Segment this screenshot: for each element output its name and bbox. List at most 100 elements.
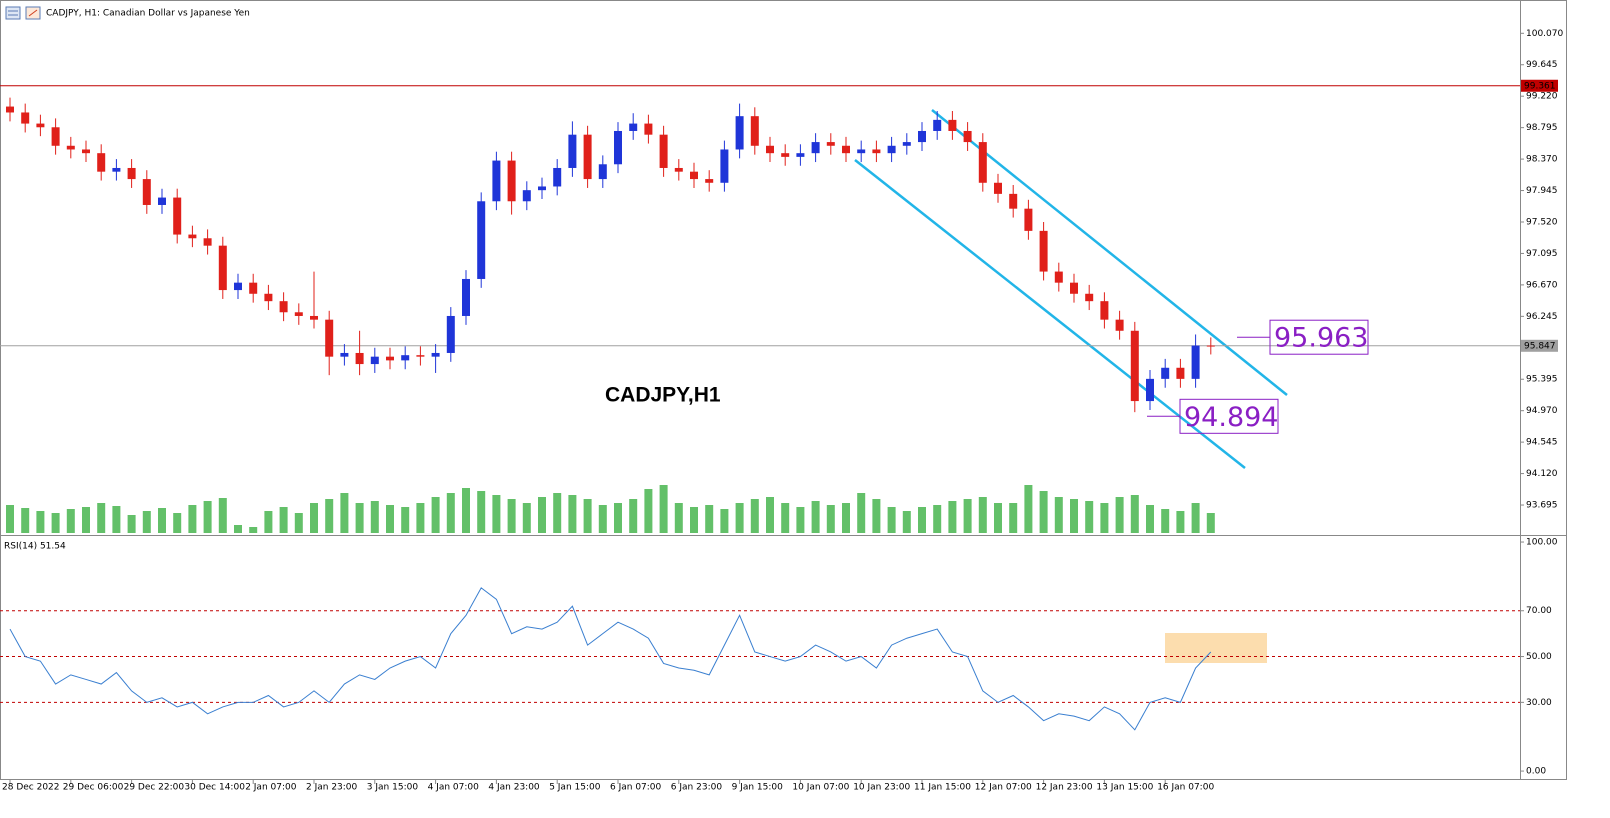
volume-bar xyxy=(705,505,714,533)
candle-body xyxy=(1146,378,1154,402)
x-tick-label: 30 Dec 14:00 xyxy=(184,783,245,793)
volume-bar xyxy=(1054,497,1063,533)
annotation-box xyxy=(1269,319,1369,355)
volume-bar xyxy=(887,507,896,533)
volume-bar xyxy=(51,513,60,533)
y-tick-label: 93.695 xyxy=(1526,501,1558,511)
y-tick-label: 94.970 xyxy=(1526,406,1558,416)
volume-bar xyxy=(735,503,744,533)
candle-body xyxy=(36,123,45,128)
candle-body xyxy=(127,167,136,180)
candle-body xyxy=(507,160,516,202)
candle-body xyxy=(112,167,121,172)
candle-body xyxy=(705,179,714,183)
x-tick-label: 29 Dec 22:00 xyxy=(124,783,185,793)
volume-bar xyxy=(796,507,805,533)
volume-bar xyxy=(142,511,151,533)
volume-bar xyxy=(492,495,501,533)
candle-body xyxy=(173,197,182,235)
candle-body xyxy=(963,130,972,143)
volume-bar xyxy=(294,513,303,533)
candle-body xyxy=(918,130,926,143)
volume-bar xyxy=(553,493,562,533)
y-tick-label: 100.070 xyxy=(1526,29,1563,39)
annotation-label: 94.894 xyxy=(1184,402,1278,433)
candle-body xyxy=(766,145,774,154)
volume-bar xyxy=(66,509,75,533)
volume-bar xyxy=(97,503,106,533)
candle-body xyxy=(902,142,911,146)
rsi-tick-label: 30.00 xyxy=(1526,698,1552,708)
candle-body xyxy=(218,245,227,291)
volume-bar xyxy=(1191,503,1200,533)
candle-body xyxy=(462,278,470,316)
volume-bar xyxy=(218,498,227,533)
volume-bar xyxy=(994,503,1002,533)
candle-body xyxy=(978,142,987,183)
frame xyxy=(0,0,1567,780)
candle-body xyxy=(1024,208,1033,231)
volume-bar xyxy=(310,503,318,533)
rsi-tick-label: 0.00 xyxy=(1526,767,1546,777)
volume-bar xyxy=(188,505,197,533)
y-tick-label: 97.520 xyxy=(1526,217,1558,227)
candle-body xyxy=(887,145,896,154)
volume-bar xyxy=(963,499,972,533)
candle-body xyxy=(781,153,790,157)
x-tick-label: 13 Jan 15:00 xyxy=(1096,783,1153,793)
x-tick-label: 29 Dec 06:00 xyxy=(63,783,124,793)
volume-bar xyxy=(902,511,911,533)
x-tick-label: 9 Jan 15:00 xyxy=(732,783,784,793)
volume-bar xyxy=(82,507,90,533)
candle-body xyxy=(1009,193,1018,209)
annotation-label: 95.963 xyxy=(1274,323,1368,354)
candle-body xyxy=(933,119,942,131)
volume-bar xyxy=(568,495,577,533)
volume-bar xyxy=(249,527,258,533)
candle-body xyxy=(872,149,881,154)
y-tick-label: 95.395 xyxy=(1526,375,1558,385)
candle-body xyxy=(811,142,820,154)
candle-body xyxy=(659,134,668,168)
volume-bar xyxy=(370,501,379,533)
volume-bar xyxy=(416,503,425,533)
candle-body xyxy=(720,149,729,183)
volume-bar xyxy=(1115,497,1124,533)
rsi-tick-label: 50.00 xyxy=(1526,652,1552,662)
y-tick-label: 99.220 xyxy=(1526,92,1558,102)
x-tick-label: 2 Jan 07:00 xyxy=(245,783,297,793)
candle-body xyxy=(1039,230,1048,272)
candle-body xyxy=(492,160,501,202)
volume-bar xyxy=(629,499,638,533)
volume-bar xyxy=(826,505,835,533)
candle-body xyxy=(1206,345,1215,347)
candle-body xyxy=(249,282,258,294)
current-price-box xyxy=(1521,339,1558,352)
volume-bar xyxy=(674,503,683,533)
x-tick-label: 16 Jan 07:00 xyxy=(1157,783,1214,793)
volume-bar xyxy=(1070,499,1078,533)
x-tick-label: 4 Jan 23:00 xyxy=(488,783,540,793)
candle-body xyxy=(477,201,486,279)
volume-bar xyxy=(1100,503,1109,533)
volume-bar xyxy=(1009,503,1018,533)
candle-body xyxy=(735,116,744,150)
x-tick-label: 10 Jan 23:00 xyxy=(853,783,910,793)
volume-bar xyxy=(1161,509,1170,533)
volume-bar xyxy=(507,499,516,533)
volume-bar xyxy=(355,503,364,533)
volume-bar xyxy=(522,503,531,533)
candle-body xyxy=(629,123,638,131)
volume-bar xyxy=(173,513,182,533)
volume-bar xyxy=(1085,501,1094,533)
volume-bar xyxy=(781,503,790,533)
x-tick-label: 4 Jan 07:00 xyxy=(428,783,480,793)
volume-bar xyxy=(462,488,470,533)
candle-body xyxy=(644,123,653,135)
volume-bar xyxy=(401,507,410,533)
x-tick-label: 28 Dec 2022 xyxy=(2,783,60,793)
volume-bar xyxy=(446,493,455,533)
candle-body xyxy=(325,319,334,357)
volume-bar xyxy=(659,485,668,533)
